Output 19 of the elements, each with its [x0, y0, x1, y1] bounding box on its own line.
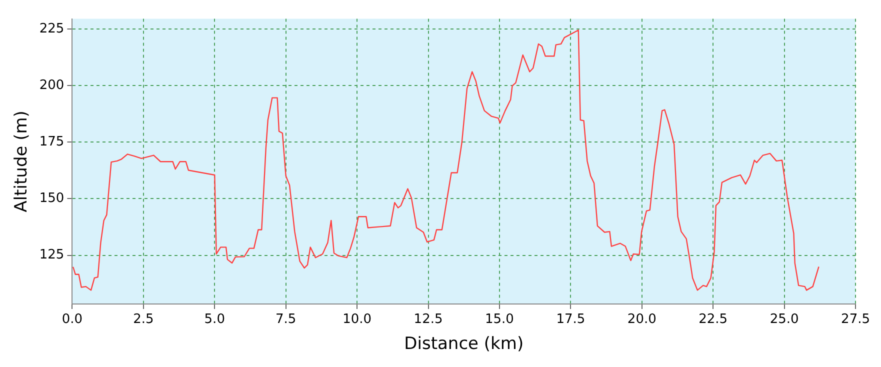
x-tick-label: 20.0: [627, 312, 656, 328]
x-tick-label: 10.0: [342, 312, 372, 328]
x-tick-label: 5.0: [204, 312, 225, 328]
x-tick-label: 7.5: [276, 312, 296, 328]
x-tick-label: 22.5: [698, 312, 728, 328]
x-tick-label: 15.0: [485, 312, 514, 328]
x-axis-title: Distance (km): [404, 334, 524, 354]
y-axis-title: Altitude (m): [12, 110, 32, 212]
x-tick-label: 27.5: [841, 312, 870, 328]
x-tick-label: 2.5: [133, 312, 154, 328]
y-tick-label: 225: [39, 21, 64, 36]
y-tick-label: 125: [39, 248, 64, 263]
x-tick-label: 17.5: [556, 312, 586, 328]
x-tick-label: 25.0: [770, 312, 799, 328]
y-tick-label: 200: [39, 78, 64, 93]
y-tick-label: 150: [39, 191, 64, 206]
x-tick-label: 12.5: [414, 312, 443, 328]
x-tick-label: 0.0: [62, 312, 83, 328]
y-tick-label: 175: [39, 134, 64, 150]
